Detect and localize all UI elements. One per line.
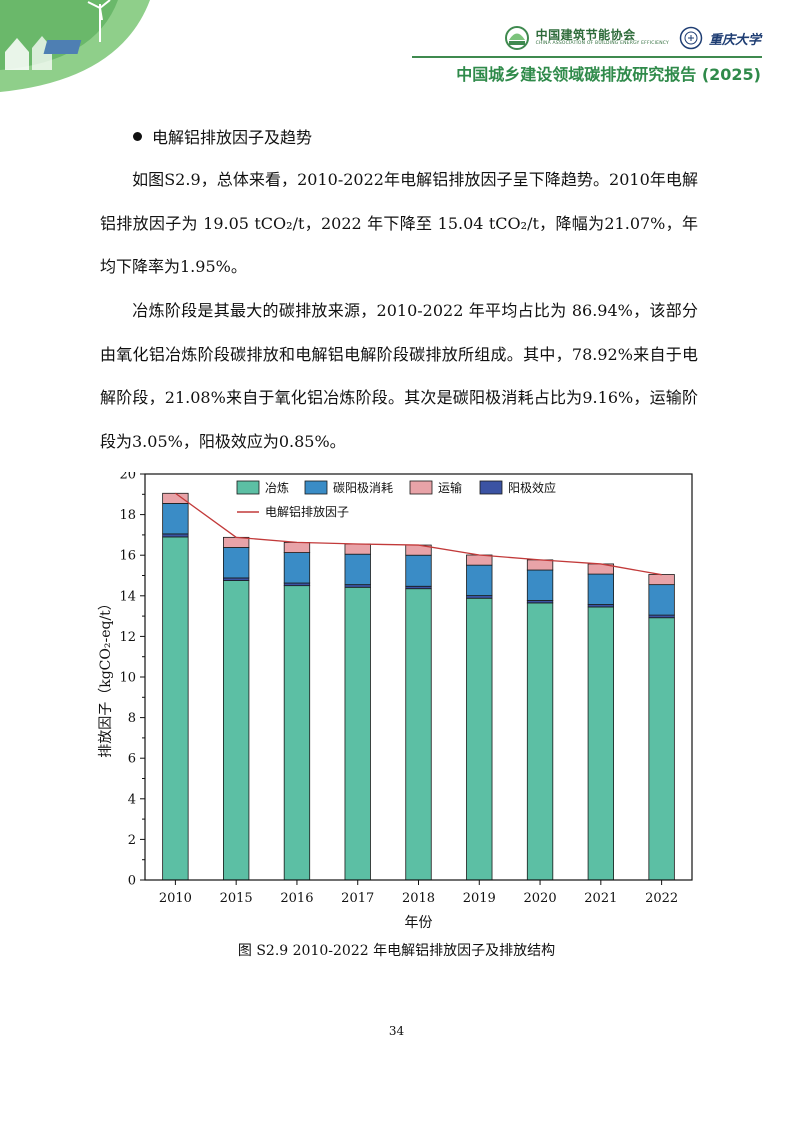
y-tick-label: 6 <box>128 752 136 767</box>
bar-segment <box>466 564 493 596</box>
bar-segment <box>344 586 371 881</box>
legend-label: 阳极效应 <box>508 480 556 495</box>
bar-segment <box>283 552 311 584</box>
x-tick-label: 2015 <box>220 891 253 906</box>
bar-segment <box>405 554 432 587</box>
x-tick-label: 2010 <box>159 891 192 906</box>
emission-factor-chart: 0 2 4 6 8 10 12 14 16 18 20 2010 2015 2016 2017 2018 201… <box>92 468 702 942</box>
y-axis-title: 排放因子（kgCO₂-eq/t） <box>98 596 114 758</box>
bar-segment <box>466 554 493 566</box>
y-tick-label: 8 <box>128 711 136 726</box>
bar-segment <box>648 574 675 586</box>
bar-segment <box>526 559 554 571</box>
y-tick-label: 12 <box>119 630 136 645</box>
org-name-en: CHINA ASSOCIATION OF BUILDING ENERGY EFF… <box>535 40 669 46</box>
y-tick-label: 2 <box>128 833 136 848</box>
x-tick-label: 2021 <box>584 891 617 906</box>
report-title: 中国城乡建设领域碳排放研究报告 (2025) <box>456 65 761 84</box>
bar-segment <box>223 580 250 881</box>
bar-segment <box>587 573 614 605</box>
paragraph-1-text: 如图S2.9，总体来看，2010-2022年电解铝排放因子呈下降趋势。2010年… <box>100 170 698 276</box>
section-heading-text: 电解铝排放因子及趋势 <box>152 128 313 147</box>
x-tick-label: 2016 <box>280 891 313 906</box>
legend-swatch <box>236 480 260 495</box>
x-axis-title: 年份 <box>405 915 433 931</box>
cabee-logo-icon <box>504 26 529 50</box>
x-tick-label: 2017 <box>341 891 374 906</box>
y-tick-label: 16 <box>119 549 136 564</box>
y-tick-label: 20 <box>119 472 136 483</box>
legend-label: 冶炼 <box>265 480 289 495</box>
legend-label: 碳阳极消耗 <box>333 481 393 495</box>
legend-swatch <box>479 480 503 495</box>
bullet-icon <box>133 131 142 141</box>
x-tick-label: 2020 <box>524 891 557 906</box>
paragraph-2: 冶炼阶段是其最大的碳排放来源，2010-2022 年平均占比为 86.94%，该… <box>100 289 698 463</box>
bar-segment <box>648 617 675 881</box>
chart-svg: 0 2 4 6 8 10 12 14 16 18 20 2010 2015 2016 2017 2018 201… <box>98 468 693 931</box>
bar-segment <box>405 588 432 881</box>
bar-segment <box>162 492 189 504</box>
paragraph-1: 如图S2.9，总体来看，2010-2022年电解铝排放因子呈下降趋势。2010年… <box>100 158 698 289</box>
legend-swatch <box>409 480 433 495</box>
bar-segment <box>283 585 311 881</box>
bar-segment <box>162 533 189 538</box>
y-tick-label: 10 <box>119 671 136 686</box>
legend-label: 电解铝排放因子 <box>265 504 349 519</box>
header-logos: 中国建筑节能协会 CHINA ASSOCIATION OF BUILDING E… <box>504 20 761 56</box>
figure-caption: 图 S2.9 2010-2022 年电解铝排放因子及排放结构 <box>237 943 556 959</box>
x-tick-label: 2019 <box>463 891 496 906</box>
org-name: 中国建筑节能协会 <box>535 28 636 43</box>
bar-segment <box>223 536 250 548</box>
bar-segment <box>283 542 311 553</box>
header-rule <box>412 56 762 58</box>
bar-segment <box>223 547 250 579</box>
y-tick-label: 14 <box>119 589 136 604</box>
university-name: 重庆大学 <box>708 32 761 48</box>
bar-segment <box>162 536 189 881</box>
bar-segment <box>162 503 189 535</box>
legend-swatch <box>304 480 328 495</box>
corner-illustration <box>0 0 150 92</box>
bar-segment <box>344 553 371 586</box>
x-tick-label: 2018 <box>402 891 435 906</box>
y-tick-label: 18 <box>119 508 136 523</box>
paragraph-2-text: 冶炼阶段是其最大的碳排放来源，2010-2022 年平均占比为 86.94%，该… <box>100 301 698 451</box>
page-number: 34 <box>388 1024 405 1038</box>
legend-label: 运输 <box>438 480 462 495</box>
x-tick-label: 2022 <box>645 891 678 906</box>
y-tick-label: 0 <box>128 874 136 889</box>
emission-factor-line <box>175 492 662 576</box>
bar-segment <box>466 597 493 881</box>
bar-segment <box>648 584 675 616</box>
bar-segment <box>344 543 371 555</box>
bar-segment <box>526 569 554 601</box>
bar-segment <box>526 602 554 881</box>
y-tick-label: 4 <box>128 792 136 807</box>
university-seal-icon <box>679 26 703 50</box>
section-heading: 电解铝排放因子及趋势 <box>133 124 312 148</box>
bar-segment <box>587 606 614 881</box>
